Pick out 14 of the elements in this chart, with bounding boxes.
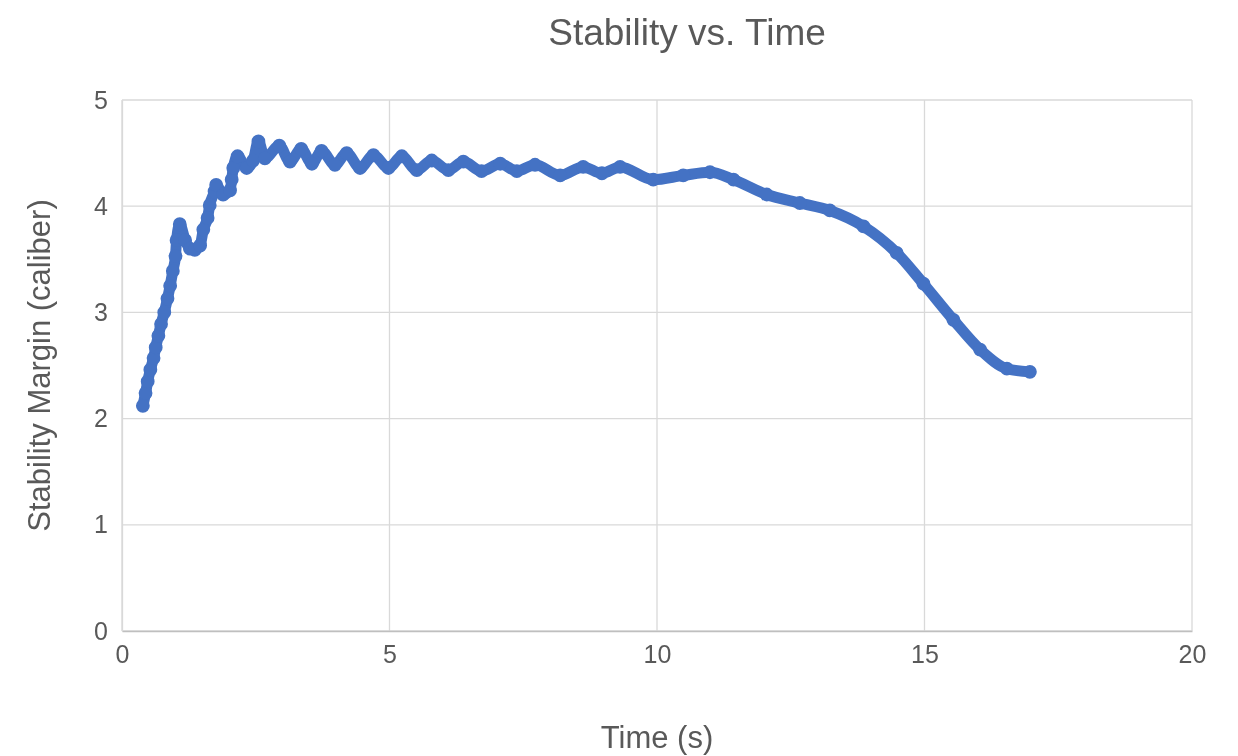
y-axis-title: Stability Margin (caliber) bbox=[22, 199, 57, 532]
x-tick-label: 5 bbox=[383, 639, 397, 668]
x-tick-label: 10 bbox=[643, 639, 672, 668]
y-tick-label: 3 bbox=[94, 297, 108, 326]
y-tick-label: 5 bbox=[94, 85, 108, 114]
y-tick-label: 0 bbox=[94, 616, 108, 645]
y-tick-label: 4 bbox=[94, 191, 109, 220]
x-tick-label: 15 bbox=[911, 639, 939, 668]
y-tick-label: 2 bbox=[94, 404, 108, 433]
x-axis-title: Time (s) bbox=[600, 720, 714, 755]
y-tick-label: 1 bbox=[94, 510, 108, 539]
x-tick-label: 0 bbox=[115, 639, 130, 668]
x-tick-label: 20 bbox=[1178, 639, 1207, 668]
chart-title: Stability vs. Time bbox=[548, 12, 826, 53]
